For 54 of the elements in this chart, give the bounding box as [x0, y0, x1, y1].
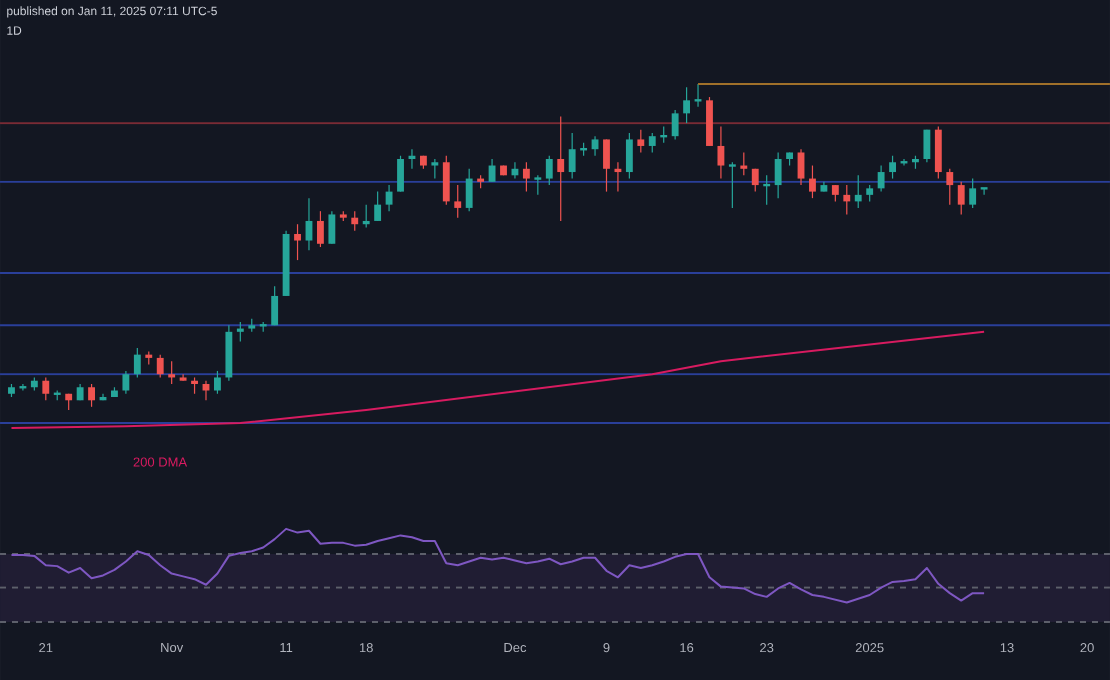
- candlestick: [442, 155, 450, 206]
- candlestick: [603, 138, 610, 193]
- candlestick: [568, 132, 576, 180]
- candlestick: [362, 204, 370, 229]
- candlestick: [854, 174, 862, 209]
- candlestick: [454, 184, 462, 219]
- candlestick: [122, 370, 130, 395]
- candlestick: [648, 132, 656, 154]
- candlestick: [316, 210, 324, 248]
- candlestick: [42, 376, 50, 401]
- candlestick: [328, 210, 336, 245]
- candlestick: [625, 132, 633, 180]
- candlestick: [294, 223, 301, 261]
- candlestick: [545, 155, 553, 186]
- candlestick: [202, 380, 210, 401]
- candlestick: [683, 86, 691, 124]
- candlestick: [271, 285, 279, 326]
- candlestick: [843, 184, 851, 216]
- candlestick: [889, 155, 896, 180]
- candlestick: [774, 151, 782, 199]
- candlestick: [225, 324, 233, 382]
- candlestick: [694, 83, 702, 108]
- candlestick: [374, 191, 382, 222]
- candlestick: [88, 383, 95, 408]
- candlestick: [522, 161, 530, 193]
- candlestick: [946, 168, 954, 206]
- candlestick: [156, 354, 164, 379]
- candlestick: [133, 347, 141, 379]
- candlestick: [934, 125, 942, 180]
- candlestick: [305, 197, 313, 251]
- candlestick: [740, 151, 748, 176]
- candlestick: [591, 135, 599, 157]
- candlestick: [717, 125, 725, 180]
- candlestick: [957, 181, 965, 216]
- candlestick: [797, 148, 805, 186]
- candlestick: [706, 96, 713, 147]
- candlestick: [637, 129, 645, 154]
- candlestick: [969, 177, 977, 209]
- candlestick: [534, 174, 542, 196]
- candlestick: [980, 187, 988, 196]
- candlestick: [168, 360, 176, 385]
- candlestick: [351, 210, 359, 232]
- candlestick: [465, 168, 473, 212]
- candlestick: [214, 370, 221, 395]
- candlestick: [431, 158, 439, 180]
- candlestick: [923, 129, 931, 163]
- candlestick: [809, 164, 816, 199]
- candlestick: [397, 155, 404, 193]
- candlestick: [728, 161, 736, 209]
- candlestick: [236, 321, 244, 343]
- candlestick: [671, 109, 679, 141]
- candlestick: [557, 116, 565, 222]
- candlestick: [385, 184, 393, 212]
- candlestick: [877, 164, 885, 193]
